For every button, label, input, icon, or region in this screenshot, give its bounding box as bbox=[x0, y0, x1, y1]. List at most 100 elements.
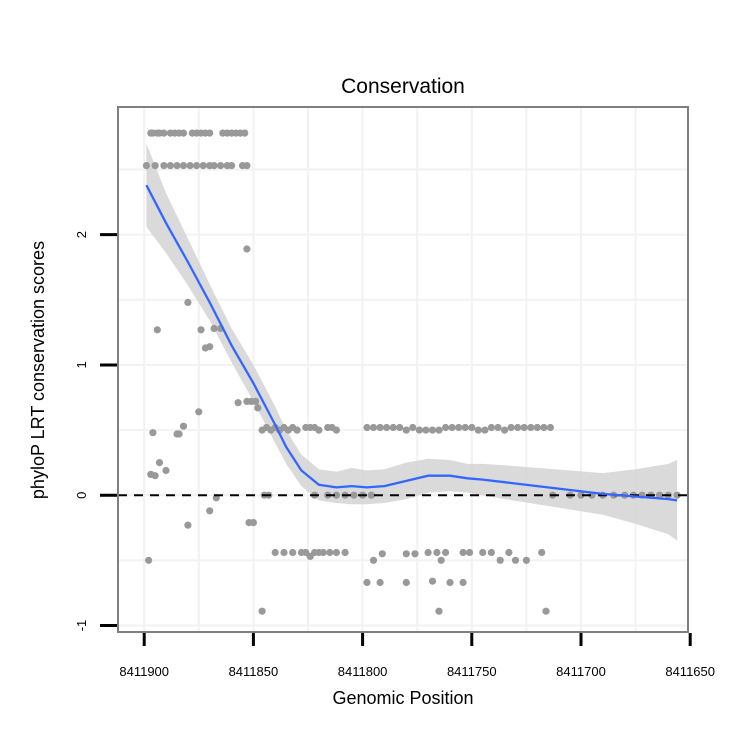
data-point bbox=[538, 548, 546, 557]
data-point bbox=[210, 162, 218, 170]
data-point bbox=[542, 607, 550, 615]
x-tick-label: 8411650 bbox=[665, 664, 715, 679]
data-point bbox=[199, 162, 207, 170]
data-point bbox=[228, 162, 236, 170]
loess-fit-line bbox=[145, 184, 678, 502]
y-tick-label: 2 bbox=[74, 231, 89, 238]
data-point bbox=[151, 162, 159, 170]
x-tick-label: 8411750 bbox=[447, 664, 497, 679]
data-point bbox=[249, 519, 257, 527]
data-point bbox=[501, 426, 509, 434]
data-point bbox=[210, 324, 218, 333]
data-point bbox=[466, 548, 474, 557]
data-point bbox=[411, 550, 419, 558]
data-point bbox=[341, 548, 349, 557]
data-point bbox=[540, 423, 548, 432]
data-point bbox=[280, 548, 288, 557]
data-point bbox=[206, 343, 214, 351]
data-point bbox=[252, 397, 260, 405]
y-tick-label: 1 bbox=[74, 361, 89, 368]
data-point bbox=[442, 548, 450, 557]
data-point bbox=[656, 491, 664, 499]
data-point bbox=[487, 423, 495, 432]
data-point bbox=[315, 426, 323, 434]
data-point bbox=[494, 423, 502, 432]
data-point bbox=[350, 491, 358, 499]
data-point bbox=[474, 426, 482, 434]
data-point bbox=[577, 491, 585, 499]
plot-panel bbox=[118, 107, 688, 632]
data-point bbox=[461, 423, 469, 432]
data-point bbox=[442, 423, 450, 432]
data-point bbox=[179, 129, 188, 137]
data-point bbox=[383, 423, 391, 432]
confidence-ribbon bbox=[146, 143, 678, 541]
data-point bbox=[446, 578, 454, 587]
data-point bbox=[160, 129, 168, 137]
data-point bbox=[332, 548, 340, 557]
data-point bbox=[459, 548, 467, 557]
data-point bbox=[332, 426, 340, 434]
x-axis-label: Genomic Position bbox=[332, 688, 473, 708]
data-point bbox=[415, 426, 423, 434]
data-point bbox=[179, 422, 188, 430]
data-point bbox=[428, 577, 437, 585]
x-tick-label: 8411800 bbox=[338, 664, 388, 679]
data-point bbox=[511, 556, 520, 564]
data-point bbox=[522, 556, 531, 564]
data-point bbox=[376, 578, 384, 587]
data-point bbox=[363, 423, 371, 432]
data-point bbox=[369, 423, 378, 432]
data-point bbox=[435, 607, 443, 615]
data-point bbox=[151, 472, 159, 480]
data-point bbox=[319, 548, 327, 557]
data-point bbox=[243, 245, 251, 253]
data-point bbox=[193, 162, 201, 170]
data-point bbox=[396, 423, 404, 432]
data-point bbox=[326, 548, 334, 557]
data-point bbox=[234, 399, 242, 407]
data-point bbox=[145, 556, 153, 564]
data-point bbox=[520, 423, 528, 432]
data-point bbox=[428, 426, 437, 434]
data-point bbox=[479, 548, 487, 557]
data-point bbox=[422, 426, 430, 434]
data-point bbox=[179, 162, 188, 170]
data-point bbox=[527, 423, 535, 432]
data-point bbox=[142, 162, 150, 170]
data-point bbox=[153, 326, 161, 334]
data-point bbox=[186, 162, 194, 170]
data-point bbox=[546, 423, 555, 432]
data-point bbox=[389, 423, 397, 432]
data-point bbox=[448, 423, 456, 432]
y-tick-label: 0 bbox=[74, 492, 89, 499]
data-point bbox=[402, 426, 410, 434]
data-point bbox=[459, 578, 467, 587]
data-point bbox=[206, 129, 214, 137]
panel-border bbox=[117, 106, 689, 633]
data-point bbox=[254, 404, 262, 412]
data-point bbox=[155, 459, 164, 467]
data-point bbox=[367, 491, 375, 499]
x-axis-ticks: 8411900 8411850 8411800 8411750 8411700 84116… bbox=[119, 633, 715, 679]
data-point bbox=[363, 578, 371, 587]
data-point bbox=[197, 326, 205, 334]
data-point bbox=[173, 430, 181, 438]
data-point bbox=[206, 507, 214, 515]
data-point bbox=[505, 548, 513, 557]
data-point bbox=[378, 550, 386, 558]
data-point bbox=[217, 162, 225, 170]
data-point bbox=[195, 408, 203, 416]
data-point bbox=[162, 466, 170, 475]
data-point bbox=[293, 426, 301, 434]
data-point bbox=[402, 578, 410, 587]
data-point bbox=[376, 423, 384, 432]
y-axis-ticks: -1 0 1 2 bbox=[74, 231, 117, 631]
data-point bbox=[507, 423, 515, 432]
y-axis-label: phyloP LRT conservation scores bbox=[28, 241, 48, 499]
data-point bbox=[258, 607, 266, 615]
data-point bbox=[487, 548, 495, 557]
data-point bbox=[243, 162, 251, 170]
data-point bbox=[533, 423, 541, 432]
